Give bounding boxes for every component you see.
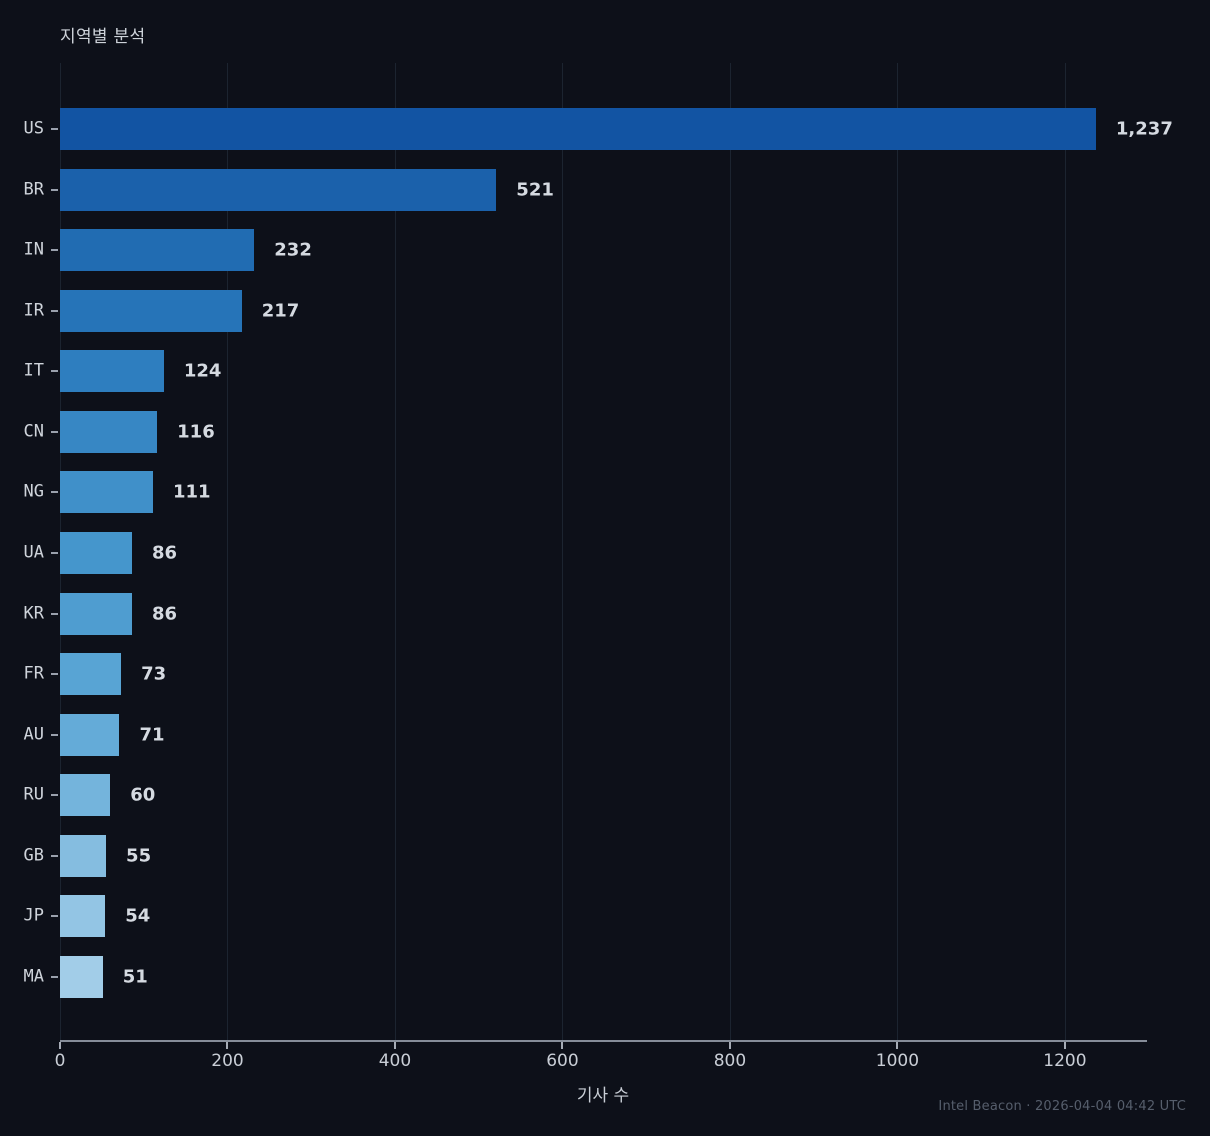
bar-kr (60, 592, 133, 635)
x-tick-mark (896, 1042, 899, 1049)
chart-title: 지역별 분석 (60, 27, 146, 47)
bar-ua (60, 531, 133, 574)
y-tick-label-cn: CN (23, 421, 44, 442)
x-tick-label-200: 200 (211, 1051, 244, 1071)
bar-cn (60, 410, 158, 453)
y-tick-mark (51, 975, 58, 978)
value-label-in: 232 (274, 239, 312, 261)
value-label-us: 1,237 (1115, 118, 1173, 140)
plot-area: 1,237 521 232 217 124 116 111 86 86 73 71 60 55 54 51 (60, 63, 1173, 1040)
x-axis-line (60, 1040, 1147, 1042)
y-tick-label-jp: JP (23, 905, 44, 926)
y-tick-mark (51, 733, 58, 736)
value-label-jp: 54 (125, 905, 151, 927)
y-tick-label-kr: KR (23, 603, 44, 624)
value-label-gb: 55 (126, 845, 152, 867)
x-tick-mark (728, 1042, 731, 1049)
value-label-ma: 51 (122, 966, 148, 988)
y-tick-mark (51, 612, 58, 615)
gridline (227, 63, 229, 1040)
x-tick-label-800: 800 (713, 1051, 747, 1071)
value-label-cn: 116 (177, 421, 215, 443)
bar-ma (60, 955, 103, 998)
y-tick-mark (51, 794, 58, 797)
y-tick-label-ma: MA (23, 966, 44, 987)
y-tick-label-ru: RU (23, 784, 44, 805)
x-tick-label-0: 0 (54, 1051, 66, 1071)
gridline (729, 63, 731, 1040)
gridline (394, 63, 396, 1040)
y-tick-label-au: AU (23, 724, 44, 745)
y-tick-mark (51, 188, 58, 191)
y-tick-label-fr: FR (23, 663, 44, 684)
x-tick-mark (393, 1042, 396, 1049)
gridline (1064, 63, 1066, 1040)
y-tick-label-ng: NG (23, 481, 44, 502)
y-tick-label-br: BR (23, 179, 44, 200)
y-tick-mark (51, 854, 58, 857)
footer-attribution: Intel Beacon · 2026-04-04 04:42 UTC (938, 1099, 1186, 1114)
gridline (897, 63, 899, 1040)
y-tick-label-us: US (23, 118, 44, 139)
bar-br (60, 168, 497, 211)
y-tick-mark (51, 673, 58, 676)
y-tick-mark (51, 128, 58, 130)
y-tick-label-ir: IR (23, 300, 44, 321)
value-label-br: 521 (516, 179, 554, 201)
bar-ru (60, 774, 111, 817)
x-axis-title: 기사 수 (576, 1086, 630, 1106)
x-tick-label-600: 600 (546, 1051, 579, 1071)
x-tick-label-400: 400 (378, 1051, 412, 1071)
y-tick-label-it: IT (23, 360, 44, 381)
y-tick-mark (51, 309, 58, 312)
y-tick-mark (51, 370, 58, 373)
value-label-kr: 86 (152, 603, 178, 625)
bar-us (60, 108, 1096, 150)
value-label-au: 71 (139, 724, 165, 746)
bar-jp (60, 895, 106, 938)
x-tick-mark (226, 1042, 229, 1049)
x-tick-mark (561, 1042, 564, 1049)
bar-ng (60, 471, 153, 514)
y-tick-label-in: IN (23, 239, 44, 260)
value-label-ir: 217 (261, 300, 300, 322)
x-tick-mark (1063, 1042, 1066, 1049)
bar-in (60, 229, 255, 272)
x-tick-label-1200: 1200 (1043, 1051, 1087, 1071)
value-label-ng: 111 (172, 481, 211, 503)
y-tick-mark (51, 249, 58, 252)
value-label-ua: 86 (152, 542, 178, 564)
bar-fr (60, 653, 122, 696)
y-tick-mark (51, 491, 58, 494)
bar-gb (60, 834, 107, 877)
bar-ir (60, 289, 242, 332)
y-tick-label-ua: UA (23, 542, 44, 563)
value-label-fr: 73 (141, 663, 167, 685)
bar-au (60, 713, 120, 756)
y-tick-mark (51, 430, 58, 433)
y-tick-label-gb: GB (23, 845, 44, 866)
x-tick-label-1000: 1000 (875, 1051, 920, 1071)
value-label-it: 124 (183, 360, 222, 382)
gridline (562, 63, 564, 1040)
x-tick-mark (59, 1042, 61, 1049)
y-tick-mark (51, 915, 58, 918)
y-tick-mark (51, 551, 58, 554)
value-label-ru: 60 (130, 784, 156, 806)
bar-it (60, 350, 164, 393)
